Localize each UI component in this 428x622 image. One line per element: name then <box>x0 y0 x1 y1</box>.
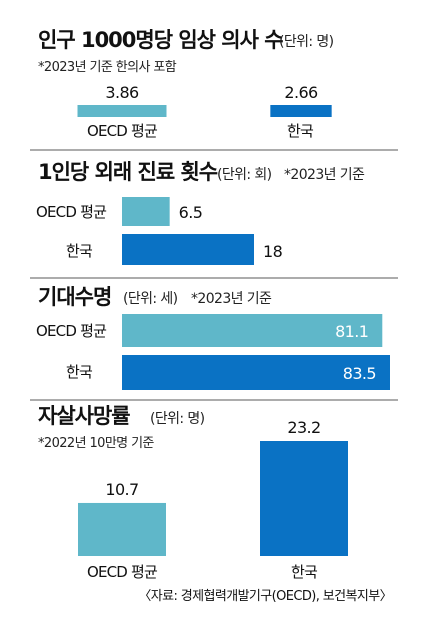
life-expectancy-unit: (단위: 세) <box>123 291 178 307</box>
physicians-unit: (단위: 명) <box>279 34 334 50</box>
outpatient-oecd-category: OECD 평균 <box>36 203 107 221</box>
suicide-rate-oecd-category: OECD 평균 <box>87 563 158 581</box>
physicians-title: 인구 1000명당 임상 의사 수 <box>38 28 283 52</box>
physicians-korea-category: 한국 <box>287 122 314 140</box>
physicians-oecd-bar <box>77 105 167 117</box>
suicide-rate-note: *2022년 10만명 기준 <box>38 436 154 451</box>
section-life-expectancy: 기대수명 (단위: 세) *2023년 기준 OECD 평균 81.1 한국 8… <box>36 285 390 390</box>
suicide-rate-korea-value-label: 23.2 <box>287 418 320 437</box>
life-expectancy-note: *2023년 기준 <box>191 291 272 307</box>
physicians-korea-bar <box>270 105 332 117</box>
physicians-note: *2023년 기준 한의사 포함 <box>38 60 177 75</box>
life-expectancy-korea-category: 한국 <box>66 363 93 381</box>
suicide-rate-unit: (단위: 명) <box>150 411 205 427</box>
physicians-oecd-value-label: 3.86 <box>105 83 139 102</box>
physicians-korea-value-label: 2.66 <box>284 83 318 102</box>
physicians-oecd-category: OECD 평균 <box>87 122 158 140</box>
life-expectancy-oecd-category: OECD 평균 <box>36 322 107 340</box>
outpatient-korea-category: 한국 <box>66 242 93 260</box>
section-physicians: 인구 1000명당 임상 의사 수 (단위: 명) *2023년 기준 한의사 … <box>38 28 334 140</box>
life-expectancy-korea-bar <box>122 355 390 390</box>
source-note: 〈자료: 경제협력개발기구(OECD), 보건복지부〉 <box>138 589 392 604</box>
outpatient-korea-value-label: 18 <box>263 242 283 261</box>
section-outpatient: 1인당 외래 진료 횟수 (단위: 회) *2023년 기준 OECD 평균 6… <box>36 160 366 265</box>
outpatient-oecd-value-label: 6.5 <box>179 203 203 222</box>
suicide-rate-title: 자살사망률 <box>38 404 130 428</box>
life-expectancy-title: 기대수명 <box>38 285 111 309</box>
suicide-rate-oecd-bar <box>78 502 166 556</box>
outpatient-unit: (단위: 회) <box>217 167 272 183</box>
life-expectancy-oecd-value-label: 81.1 <box>335 322 368 341</box>
section-suicide-rate: 자살사망률 (단위: 명) *2022년 10만명 기준 10.7 23.2 O… <box>38 404 348 581</box>
outpatient-korea-bar <box>122 234 254 265</box>
suicide-rate-oecd-value-label: 10.7 <box>105 480 138 499</box>
life-expectancy-korea-value-label: 83.5 <box>343 364 376 383</box>
suicide-rate-korea-category: 한국 <box>291 563 318 581</box>
suicide-rate-korea-bar <box>260 441 348 556</box>
life-expectancy-oecd-bar <box>122 314 383 347</box>
outpatient-note: *2023년 기준 <box>284 167 365 183</box>
outpatient-oecd-bar <box>122 197 170 226</box>
outpatient-title: 1인당 외래 진료 횟수 <box>38 160 218 184</box>
